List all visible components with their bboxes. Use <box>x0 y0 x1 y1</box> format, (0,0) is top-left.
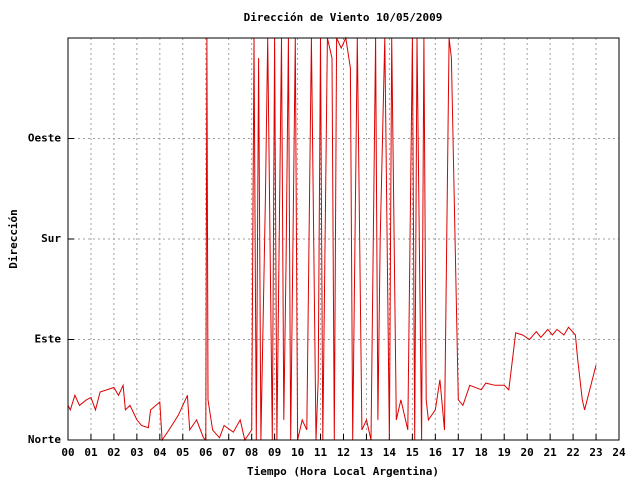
x-tick-label: 24 <box>612 446 626 459</box>
data-line <box>67 36 597 442</box>
x-tick-label: 21 <box>544 446 558 459</box>
x-tick-label: 15 <box>406 446 419 459</box>
x-tick-label: 09 <box>268 446 281 459</box>
x-tick-label: 18 <box>475 446 488 459</box>
x-tick-label: 14 <box>383 446 397 459</box>
y-tick-label: Oeste <box>28 132 61 145</box>
y-tick-label: Norte <box>28 433 61 446</box>
y-axis-label: Dirección <box>7 209 20 269</box>
x-tick-label: 01 <box>84 446 98 459</box>
x-tick-label: 17 <box>452 446 465 459</box>
x-tick-label: 16 <box>429 446 443 459</box>
plot-border <box>67 37 620 441</box>
x-axis-label: Tiempo (Hora Local Argentina) <box>247 465 439 478</box>
x-tick-label: 03 <box>130 446 143 459</box>
x-tick-label: 11 <box>314 446 328 459</box>
x-tick-label: 05 <box>176 446 189 459</box>
x-tick-label: 04 <box>153 446 167 459</box>
x-tick-label: 23 <box>589 446 602 459</box>
y-tick-label: Este <box>35 333 62 346</box>
x-tick-label: 19 <box>498 446 511 459</box>
x-tick-label: 07 <box>222 446 235 459</box>
x-tick-label: 12 <box>337 446 350 459</box>
x-tick-label: 10 <box>291 446 304 459</box>
x-tick-label: 20 <box>521 446 534 459</box>
x-tick-label: 22 <box>566 446 579 459</box>
x-tick-label: 06 <box>199 446 213 459</box>
x-tick-label: 08 <box>245 446 258 459</box>
x-tick-label: 13 <box>360 446 373 459</box>
x-tick-label: 00 <box>61 446 74 459</box>
chart-title: Dirección de Viento 10/05/2009 <box>244 11 443 24</box>
y-tick-label: Sur <box>41 232 61 245</box>
x-tick-label: 02 <box>107 446 120 459</box>
